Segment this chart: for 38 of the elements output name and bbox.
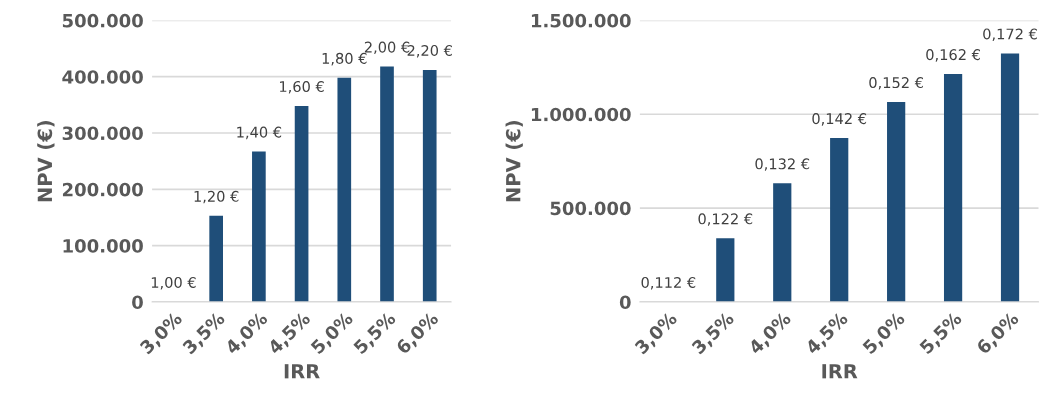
annotation: 0,142 € <box>812 113 867 126</box>
bar <box>716 238 735 302</box>
bar <box>380 66 394 302</box>
annotation: 1,80 € <box>322 52 367 66</box>
bar <box>294 105 309 302</box>
bar <box>252 151 266 302</box>
annotation: 1,20 € <box>194 190 239 204</box>
annotation: 0,162 € <box>926 49 980 62</box>
annotation: 0,112 € <box>641 276 696 290</box>
y-tick-label: 400.000 <box>62 70 143 84</box>
y-tick-label: 100.000 <box>63 239 143 253</box>
y-tick-label: 500.000 <box>62 13 143 28</box>
bar <box>773 183 792 302</box>
annotation: 1,00 € <box>151 276 196 290</box>
annotation: 0,152 € <box>869 77 924 90</box>
bar <box>209 215 223 302</box>
y-tick-label: 200.000 <box>62 182 143 197</box>
annotation: 0,122 € <box>698 213 753 226</box>
bar <box>337 77 352 302</box>
y-tick-label: 1.500.000 <box>531 13 631 28</box>
annotation: 0,132 € <box>755 158 810 171</box>
annotation: 1,40 € <box>237 126 282 140</box>
x-axis-title: IRR <box>284 364 320 379</box>
bar <box>887 102 906 302</box>
y-tick-label: 0 <box>619 295 631 310</box>
y-axis-title: NPV (€) <box>37 121 55 202</box>
y-tick-label: 500.000 <box>550 201 631 216</box>
y-tick-label: 300.000 <box>62 126 143 141</box>
bar <box>830 138 849 302</box>
bar <box>943 74 963 302</box>
annotation: 0,172 € <box>983 28 1037 41</box>
x-axis-title: IRR <box>822 364 858 379</box>
bar <box>1000 53 1020 302</box>
y-tick-label: 1.000.000 <box>531 107 631 122</box>
bar <box>422 69 437 302</box>
y-axis-title: NPV (€) <box>505 121 523 202</box>
annotation: 1,60 € <box>280 81 324 94</box>
y-tick-label: 0 <box>132 295 143 310</box>
